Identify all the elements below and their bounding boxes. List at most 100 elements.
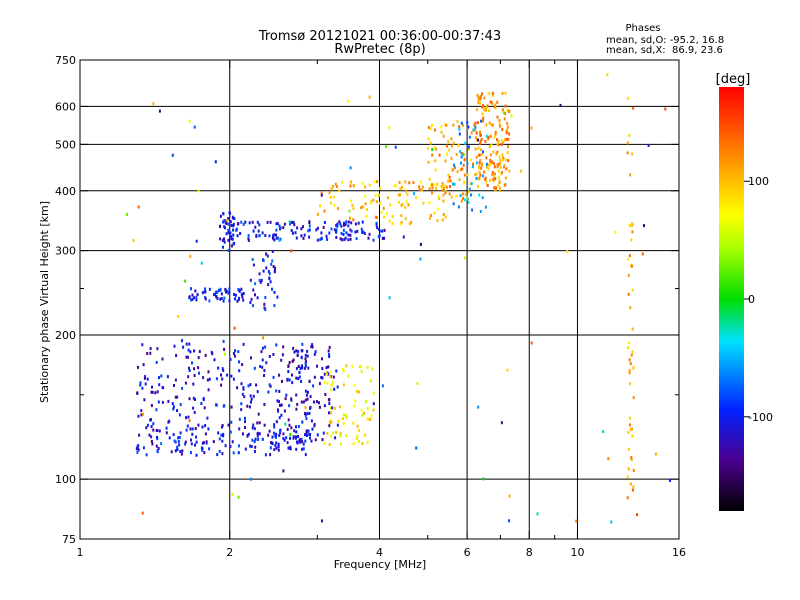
data-point [399,222,402,226]
data-point [234,349,237,353]
data-point [251,426,254,430]
data-point [170,450,173,454]
data-point [324,393,327,396]
data-point [438,153,441,157]
data-point [466,173,469,177]
data-point [287,418,290,422]
data-point [627,467,630,471]
colorbar [719,87,744,511]
data-point [302,447,305,451]
data-point [301,366,304,370]
data-point [481,196,484,200]
data-point [397,193,400,197]
data-point [195,453,198,457]
data-point [334,182,337,186]
data-point [494,103,497,107]
data-point [378,234,381,238]
data-point [627,273,630,277]
data-point [336,423,339,427]
data-point [253,450,256,453]
data-point [341,180,343,184]
colorbar-label: [deg] [716,72,751,87]
data-point [188,397,191,401]
data-point [412,192,415,196]
data-point [311,345,314,349]
data-point [262,269,265,273]
data-point [232,222,235,226]
data-point [629,306,632,309]
data-point [214,293,216,297]
data-point [487,135,490,139]
data-point [372,402,375,406]
data-point [463,256,466,260]
data-point [234,293,237,297]
data-point [219,224,222,228]
data-point [391,222,394,226]
data-point [189,427,192,431]
data-point [431,123,433,127]
data-point [342,422,345,425]
data-point [283,222,286,226]
data-point [204,424,207,428]
data-point [289,447,292,451]
data-point [504,183,507,187]
data-point [475,177,478,180]
data-point [402,235,405,239]
colorbar-tick-label: -100 [748,411,773,424]
data-point [352,442,355,446]
data-point [256,296,259,300]
data-point [182,345,185,349]
data-point [185,416,187,420]
data-point [632,485,635,489]
data-point [308,228,311,232]
data-point [452,141,455,145]
data-point [477,97,480,100]
data-point [259,280,262,284]
data-point [300,437,303,441]
data-point [630,458,633,461]
data-point [201,291,204,295]
data-point [258,278,261,282]
data-point [462,163,465,167]
data-point [480,119,483,123]
data-point [304,398,307,402]
data-point [630,456,633,460]
data-point [421,185,424,189]
data-point [364,202,367,206]
data-point [250,356,252,360]
data-point [165,431,168,435]
data-point [309,436,311,440]
data-point [157,400,160,404]
data-point [177,436,180,440]
data-point [280,403,283,407]
data-point [269,220,272,224]
data-point [188,296,191,300]
data-point [628,254,631,258]
data-point [630,353,633,357]
data-point [150,440,153,443]
data-point [345,231,348,235]
data-point [406,192,409,196]
data-point [304,453,307,457]
data-point [257,412,260,416]
data-point [275,236,278,240]
data-point [188,342,191,346]
data-point [156,449,159,453]
data-point [278,434,281,437]
data-point [194,427,197,431]
data-point [254,293,256,297]
data-point [481,112,484,116]
data-point [304,353,307,357]
data-point [376,226,379,230]
data-point [214,160,217,164]
data-point [281,353,284,357]
phases-header: Phases [625,23,660,34]
data-point [302,400,305,404]
data-point [497,169,500,173]
data-point [420,180,422,184]
data-point [353,404,356,408]
data-point [493,186,496,190]
data-point [295,367,298,371]
data-point [378,227,380,231]
data-point [295,425,297,429]
